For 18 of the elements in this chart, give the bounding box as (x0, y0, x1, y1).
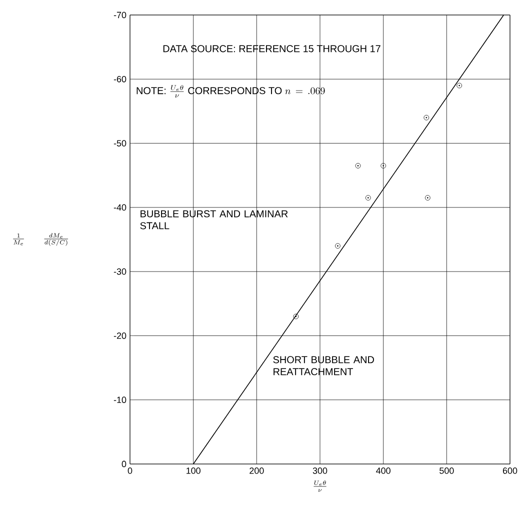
y-tick-label: -20 (114, 332, 126, 339)
y-tick-label: -50 (114, 140, 126, 146)
x-tick-label: 100 (186, 468, 200, 474)
x-tick-label: 600 (502, 468, 518, 474)
x-tick-label: 300 (312, 468, 328, 474)
y-tick-label: 0 (122, 460, 126, 468)
x-tick-label: 0 (128, 468, 132, 474)
x-tick-label: 200 (250, 468, 264, 474)
y-tick-label: -10 (114, 396, 126, 404)
y-tick-label: -30 (114, 268, 126, 275)
x-tick-label: 500 (440, 468, 454, 474)
y-tick-label: -70 (114, 12, 126, 18)
annotation: SHORT BUBBLE AND REATTACHMENT (273, 356, 374, 376)
y-tick-label: -40 (114, 204, 126, 211)
x-axis-title: $\frac{U_e\theta}{\nu}$ (314, 480, 326, 492)
y-tick-label: -60 (114, 76, 126, 82)
y-axis-title: $\frac{1}{M_e}\qquad\frac{dM_e}{d(S/C)}$ (13, 233, 68, 246)
x-tick-label: 400 (376, 468, 390, 474)
